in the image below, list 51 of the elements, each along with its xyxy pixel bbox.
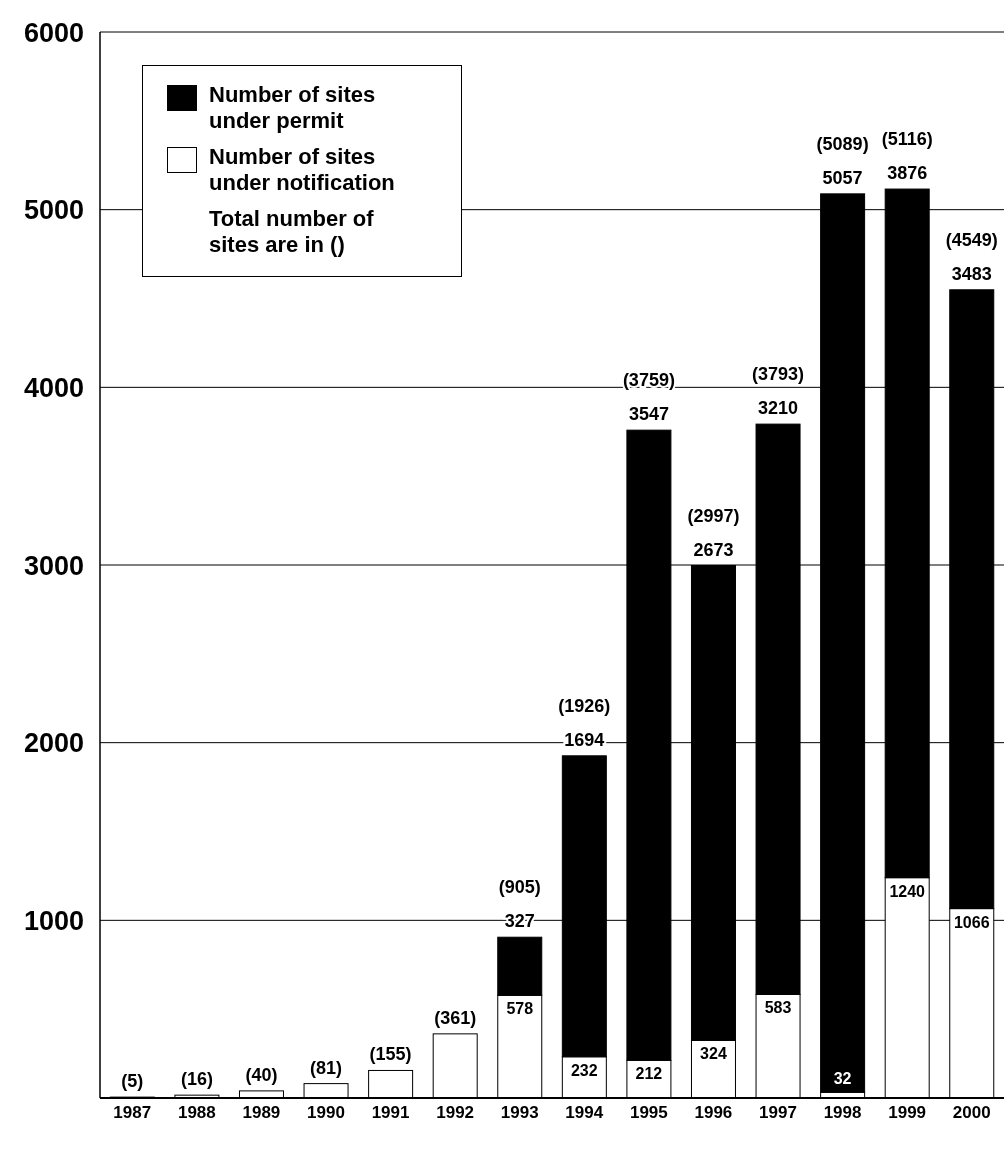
x-tick-label: 1995 xyxy=(629,1103,668,1123)
total-label: (5) xyxy=(121,1071,144,1092)
data-label: 212 xyxy=(635,1065,663,1083)
y-tick-label: 1000 xyxy=(23,905,84,936)
total-label: (5089) xyxy=(816,133,869,154)
y-tick-label: 6000 xyxy=(23,17,84,48)
total-label: (4549) xyxy=(945,229,998,250)
y-tick-label: 2000 xyxy=(23,728,84,759)
x-tick-label: 2000 xyxy=(952,1103,991,1123)
data-label: 232 xyxy=(570,1061,598,1079)
total-label: (2997) xyxy=(687,505,740,526)
x-tick-label: 1993 xyxy=(500,1103,539,1123)
x-tick-label: 1987 xyxy=(113,1103,152,1123)
x-tick-label: 1994 xyxy=(565,1103,604,1123)
total-label: (16) xyxy=(180,1069,213,1090)
y-tick-label: 3000 xyxy=(23,550,84,581)
data-label: 583 xyxy=(764,999,792,1017)
total-label: (81) xyxy=(310,1057,343,1078)
total-label: (361) xyxy=(434,1007,477,1028)
total-label: (5116) xyxy=(881,129,933,150)
x-tick-label: 1988 xyxy=(177,1103,216,1123)
total-label: (1926) xyxy=(558,695,611,716)
annotation: Total number of sites are in () xyxy=(209,206,375,258)
x-tick-label: 1991 xyxy=(371,1103,410,1123)
total-label: (3793) xyxy=(752,364,805,385)
x-tick-label: 1999 xyxy=(888,1103,927,1123)
data-label: 578 xyxy=(506,1000,534,1018)
x-tick-label: 1989 xyxy=(242,1103,281,1123)
y-tick-label: 5000 xyxy=(23,195,84,226)
data-label: 5057 xyxy=(822,167,863,188)
data-label: 3547 xyxy=(628,404,669,425)
data-label: 32 xyxy=(833,1070,852,1088)
data-label: 3876 xyxy=(887,163,928,184)
data-label: 2673 xyxy=(693,539,734,560)
data-label: 3483 xyxy=(951,263,992,284)
total-label: (3759) xyxy=(622,370,675,391)
x-tick-label: 1997 xyxy=(759,1103,797,1123)
total-label: (905) xyxy=(498,877,541,898)
total-label: (155) xyxy=(369,1044,412,1065)
x-tick-label: 1992 xyxy=(436,1103,475,1123)
x-tick-label: 1990 xyxy=(307,1103,345,1123)
x-tick-label: 1996 xyxy=(694,1103,733,1123)
data-label: 1066 xyxy=(953,913,990,931)
legend-label: Number of sites under notification xyxy=(209,144,396,196)
data-label: 324 xyxy=(700,1045,727,1063)
y-tick-label: 4000 xyxy=(23,372,84,403)
legend-label: Number of sites under permit xyxy=(209,82,377,134)
total-label: (40) xyxy=(245,1064,278,1085)
x-tick-label: 1998 xyxy=(823,1103,862,1123)
data-label: 1240 xyxy=(889,882,926,900)
data-label: 3210 xyxy=(758,398,799,419)
